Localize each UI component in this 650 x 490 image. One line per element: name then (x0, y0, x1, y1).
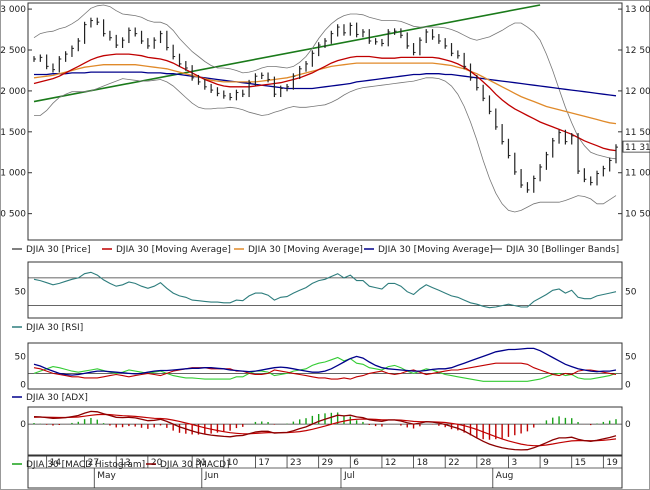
plus-di-line (33, 356, 617, 382)
month-label: Jun (204, 471, 219, 481)
price-tick-label-left: 11 000 (0, 169, 26, 179)
legend-label: DJIA 30 [MACD Histogram] (26, 460, 145, 470)
price-tick-label-right: 12 000 (625, 87, 650, 97)
last-value-label: 11 313 (625, 143, 650, 153)
last-value-box (622, 140, 650, 153)
macd-signal-line (33, 413, 617, 447)
legends: DJIA 30 [Price] DJIA 30 [Moving Average] D… (12, 245, 619, 470)
legend-label: DJIA 30 [ADX] (26, 393, 88, 403)
xaxis-tick-label: 28 (480, 458, 492, 468)
xaxis-tick-label: 17 (258, 458, 269, 468)
xaxis-tick-label: 15 (575, 458, 586, 468)
xaxis-tick-label: 27 (88, 458, 99, 468)
rsi-panel: 50 50 (15, 271, 637, 309)
price-panel: 13 000 13 000 12 500 12 500 12 000 12 000 11 5… (0, 4, 650, 220)
month-label: Aug (496, 471, 514, 481)
xaxis-tick-label: 29 (322, 458, 334, 468)
xaxis-tick-label: 12 (385, 458, 396, 468)
adx-zero-label-left: 0 (20, 381, 26, 391)
xaxis-tick-label: 18 (417, 458, 429, 468)
xaxis-tick-label: 20 (151, 458, 163, 468)
bollinger-lower (34, 77, 617, 213)
ma-orange-line (33, 62, 617, 125)
legend-label: DJIA 30 [RSI] (26, 323, 83, 333)
xaxis-tick-label: 19 (606, 458, 618, 468)
legend-label: DJIA 30 [Moving Average] (116, 245, 231, 255)
legend-label: DJIA 30 [MACD] (160, 460, 230, 470)
price-tick-label-right: 10 500 (625, 210, 650, 220)
price-tick-label-right: 12 500 (625, 46, 650, 56)
legend-label: DJIA 30 [Price] (26, 245, 91, 255)
ma-red-line (33, 53, 617, 152)
legend-label: DJIA 30 [Bollinger Bands] (506, 245, 619, 255)
rsi-tick-label-left: 50 (15, 288, 27, 298)
adx-panel: 50 50 0 0 (15, 347, 637, 391)
xaxis-tick-label: 31 (195, 458, 206, 468)
legend-label: DJIA 30 [Moving Average] (378, 245, 493, 255)
macd-zero-label-right: 0 (625, 420, 631, 430)
macd-line (33, 410, 617, 451)
xaxis-tick-label: 3 (511, 458, 517, 468)
price-tick-label-left: 10 500 (0, 210, 26, 220)
price-tick-label-left: 12 000 (0, 87, 26, 97)
xaxis-tick-label: 13 (119, 458, 130, 468)
adx-tick-label-right: 50 (625, 352, 637, 362)
ma-blue-line (34, 71, 617, 97)
price-tick-label-left: 12 500 (0, 46, 26, 56)
adx-frame (27, 342, 623, 390)
macd-zero-label-left: 0 (20, 420, 26, 430)
xaxis-frame (27, 455, 623, 489)
month-label: May (97, 471, 116, 481)
rsi-frame (27, 261, 623, 319)
minus-di-line (33, 362, 617, 380)
rsi-line (33, 271, 617, 309)
xaxis-tick-label: 14 (50, 458, 62, 468)
price-tick-label-right: 13 000 (625, 5, 650, 15)
rsi-tick-label-right: 50 (625, 288, 637, 298)
price-tick-label-left: 11 500 (0, 128, 26, 138)
x-axis: 14 27 13 20 31 10 17 23 29 6 12 18 22 28 3 9 15 19 May Jun J… (27, 455, 623, 489)
month-label: Jul (343, 471, 355, 481)
adx-line (33, 347, 617, 376)
xaxis-tick-label: 6 (353, 458, 359, 468)
xaxis-tick-label: 23 (290, 458, 301, 468)
xaxis-tick-label: 10 (227, 458, 239, 468)
adx-zero-label-right: 0 (625, 381, 631, 391)
bollinger-upper (33, 4, 617, 160)
trendline (33, 4, 541, 103)
xaxis-tick-label: 22 (448, 458, 459, 468)
price-tick-label-right: 11 500 (625, 128, 650, 138)
price-tick-label-left: 13 000 (0, 5, 26, 15)
xaxis-tick-label: 9 (543, 458, 549, 468)
legend-label: DJIA 30 [Moving Average] (248, 245, 363, 255)
adx-tick-label-left: 50 (15, 352, 27, 362)
price-tick-label-right: 11 000 (625, 169, 650, 179)
